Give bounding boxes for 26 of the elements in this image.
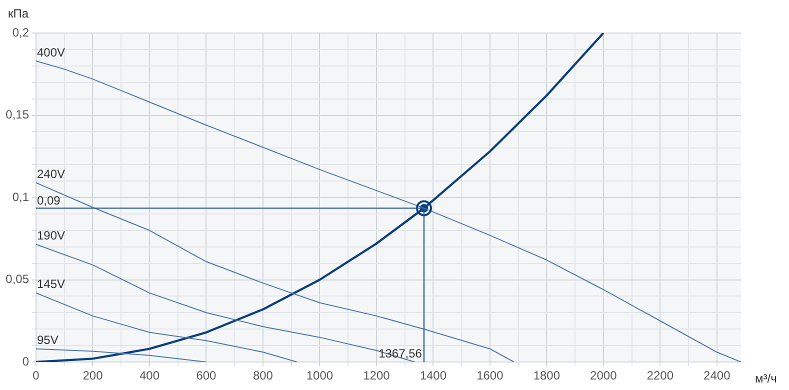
x-tick-label: 1800 bbox=[533, 368, 560, 383]
x-axis-title: м³/ч bbox=[755, 371, 777, 386]
series-label: 190V bbox=[37, 228, 66, 243]
y-tick-label: 0,2 bbox=[12, 25, 30, 40]
y-tick-label: 0,05 bbox=[6, 272, 30, 286]
x-tick-label: 1600 bbox=[476, 368, 504, 383]
x-tick-label: 0 bbox=[32, 368, 40, 383]
y-tick-label: 0,15 bbox=[6, 108, 30, 122]
x-tick-label: 800 bbox=[252, 368, 274, 383]
x-tick-label: 600 bbox=[196, 368, 217, 383]
y-tick-label: 0 bbox=[22, 354, 30, 368]
y-tick-label: 0,1 bbox=[12, 190, 30, 204]
x-tick-label: 1200 bbox=[363, 368, 390, 383]
ref-line-label: 0,09 bbox=[37, 194, 61, 208]
x-tick-label: 2400 bbox=[704, 368, 731, 383]
x-tick-label: 1400 bbox=[420, 368, 447, 383]
series-label: 95V bbox=[37, 333, 58, 348]
x-tick-label: 2200 bbox=[646, 368, 674, 383]
series-label: 145V bbox=[37, 277, 66, 292]
series-label: 400V bbox=[37, 45, 66, 60]
x-tick-label: 2000 bbox=[590, 368, 618, 383]
x-tick-label: 400 bbox=[139, 368, 160, 383]
x-tick-label: 200 bbox=[82, 368, 104, 383]
series-label: 240V bbox=[37, 167, 66, 182]
x-tick-label: 1000 bbox=[306, 368, 334, 383]
y-axis-title: кПа bbox=[8, 6, 29, 20]
